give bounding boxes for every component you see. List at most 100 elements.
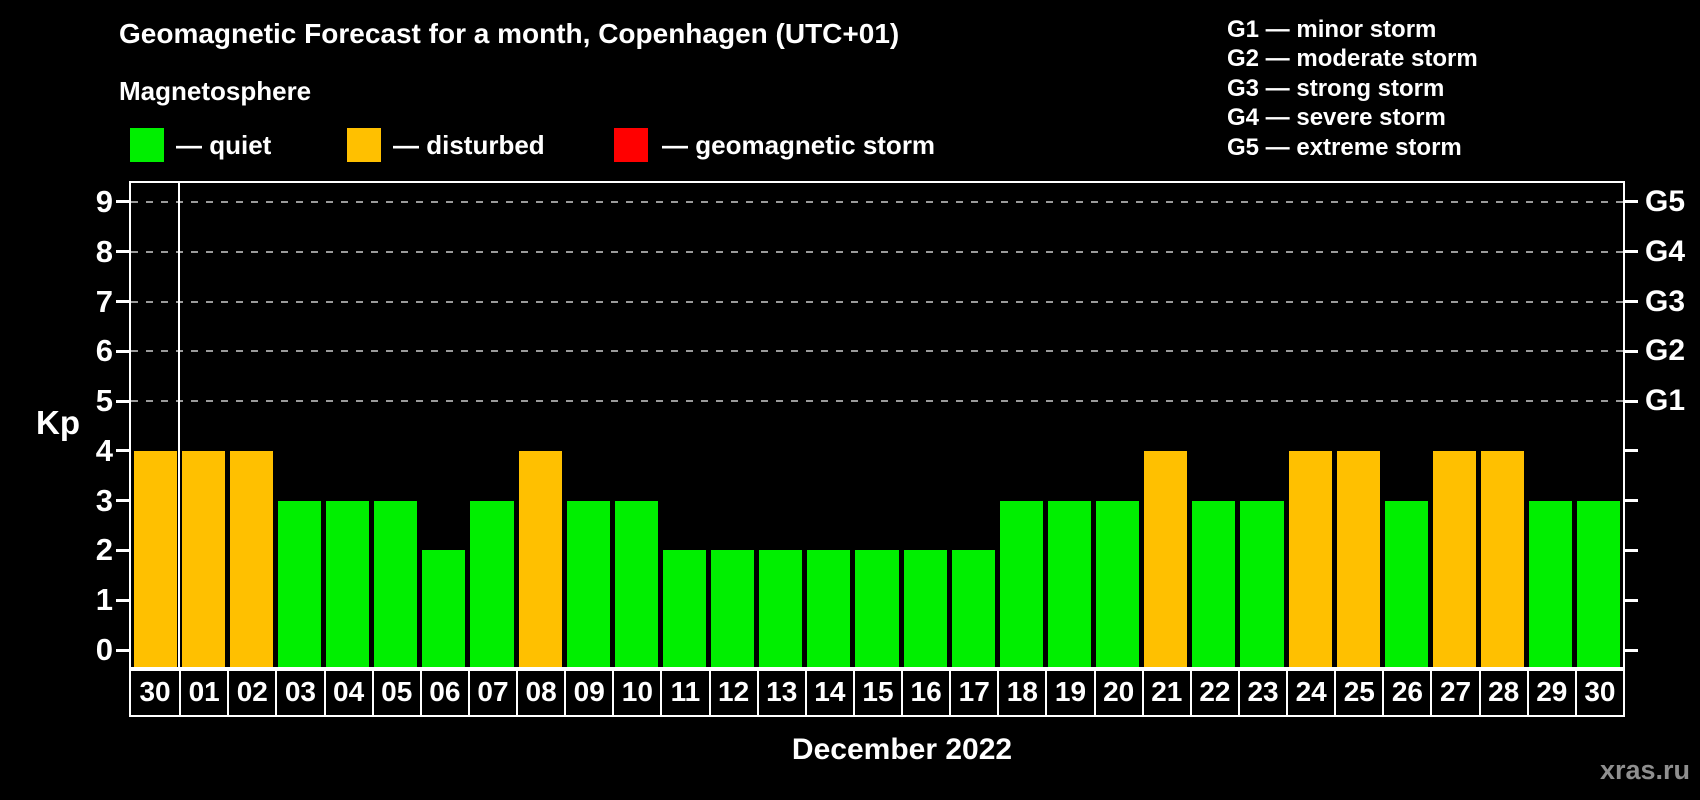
y-axis-tick-label: 1 <box>95 582 113 618</box>
x-axis-date-cell: 30 <box>1574 669 1623 715</box>
kp-bar <box>470 500 514 669</box>
kp-bar <box>711 550 755 669</box>
x-axis-date-row: 30 01 02 03 04 05 06 07 08 09 10 11 12 13 14 15 16 17 18 19… <box>129 667 1625 717</box>
storm-color-swatch <box>614 128 648 162</box>
y-axis-tick-left <box>116 349 131 353</box>
kp-gridline <box>131 300 1623 303</box>
quiet-color-swatch <box>130 128 164 162</box>
storm-scale-item-g2: G2 — moderate storm <box>1227 45 1478 73</box>
y-axis-tick-left <box>116 250 131 254</box>
kp-bar <box>951 550 995 669</box>
x-axis-date-cell: 12 <box>708 669 757 715</box>
y-axis-tick-left <box>116 648 131 652</box>
legend-label-quiet: — quiet <box>176 130 272 160</box>
kp-gridline <box>131 400 1623 403</box>
x-axis-date-cell: 15 <box>852 669 901 715</box>
kp-bar <box>903 550 947 669</box>
plot-inner <box>131 183 1623 669</box>
kp-bar <box>1577 500 1621 669</box>
y-axis-tick-right <box>1623 250 1638 254</box>
y-axis-tick-label: 6 <box>95 333 113 369</box>
kp-bar <box>999 500 1043 669</box>
kp-bar <box>807 550 851 669</box>
kp-bar <box>1096 500 1140 669</box>
plot-area <box>129 181 1625 671</box>
kp-bar <box>1240 500 1284 669</box>
kp-bar <box>181 450 225 669</box>
storm-scale-item-g3: G3 — strong storm <box>1227 74 1445 102</box>
kp-bar <box>518 450 562 669</box>
x-axis-date-cell: 24 <box>1286 669 1334 715</box>
kp-bar <box>855 550 899 669</box>
kp-bar <box>1192 500 1236 669</box>
x-axis-date-cell: 21 <box>1141 669 1190 715</box>
kp-gridline <box>131 350 1623 353</box>
x-axis-date-cell: 14 <box>804 669 853 715</box>
x-axis-date-cell: 17 <box>949 669 997 715</box>
y-axis-tick-left <box>116 300 131 304</box>
kp-gridline <box>131 250 1623 253</box>
x-axis-date-cell: 10 <box>612 669 660 715</box>
y-axis-tick-left <box>116 200 131 204</box>
y-axis-title: Kp <box>36 404 80 441</box>
right-axis-g-label: G2 <box>1645 334 1686 368</box>
y-axis-tick-left <box>116 548 131 552</box>
y-axis-tick-label: 3 <box>95 482 113 518</box>
kp-gridline <box>131 200 1623 203</box>
kp-bar <box>422 550 466 669</box>
storm-scale-item-g1: G1 — minor storm <box>1227 16 1437 43</box>
y-axis-tick-right <box>1623 499 1638 503</box>
kp-bar <box>229 450 273 669</box>
kp-bar <box>662 550 707 669</box>
kp-bar <box>759 550 803 669</box>
kp-bar <box>1336 450 1380 669</box>
kp-bar <box>277 500 321 669</box>
x-axis-date-cell: 13 <box>756 669 805 715</box>
x-axis-date-cell: 09 <box>564 669 612 715</box>
x-axis-date-cell: 30 <box>139 676 171 707</box>
x-axis-title: December 2022 <box>791 733 1013 766</box>
x-axis-date-cell: 22 <box>1189 669 1238 715</box>
kp-bar <box>1144 450 1188 669</box>
x-axis-date-cell: 26 <box>1382 669 1430 715</box>
x-axis-date-cell: 23 <box>1237 669 1286 715</box>
kp-bar <box>1481 450 1525 669</box>
x-axis-date-cell: 01 <box>179 669 227 715</box>
x-axis-date-cell: 25 <box>1334 669 1382 715</box>
kp-bar <box>566 500 610 669</box>
x-axis-date-cell: 19 <box>1045 669 1093 715</box>
kp-bar <box>133 450 177 669</box>
kp-bar <box>1432 450 1477 669</box>
kp-bar <box>1288 450 1332 669</box>
kp-bar <box>1047 500 1092 669</box>
right-axis-g-label: G1 <box>1645 384 1686 418</box>
y-axis-tick-right <box>1623 548 1638 552</box>
y-axis-tick-right <box>1623 449 1638 453</box>
y-axis-tick-left <box>116 399 131 403</box>
x-axis-date-cell: 02 <box>227 669 275 715</box>
x-axis-date-cell: 07 <box>467 669 516 715</box>
y-axis-tick-right <box>1623 598 1638 602</box>
x-axis-date-cell: 18 <box>997 669 1045 715</box>
x-axis-date-cell: 28 <box>1478 669 1527 715</box>
y-axis-tick-right <box>1623 349 1638 353</box>
y-axis-tick-label: 0 <box>95 632 113 667</box>
y-axis-tick-label: 4 <box>95 432 113 468</box>
kp-bar <box>1529 500 1573 669</box>
x-axis-date-cell: 20 <box>1093 669 1142 715</box>
month-separator-line <box>178 183 181 669</box>
disturbed-color-swatch <box>347 128 381 162</box>
y-axis-tick-label: 5 <box>95 383 113 419</box>
y-axis-tick-label: 8 <box>95 233 113 269</box>
y-axis-tick-label: 9 <box>95 183 113 219</box>
x-axis-date-cell: 11 <box>660 669 708 715</box>
x-axis-date-cell: 29 <box>1526 669 1575 715</box>
x-axis-date-cell: 05 <box>371 669 420 715</box>
x-axis-date-cell: 03 <box>275 669 323 715</box>
x-axis-date-cell: 04 <box>323 669 372 715</box>
watermark: xras.ru <box>1599 755 1690 785</box>
y-axis-tick-label: 2 <box>95 532 113 568</box>
legend-label-storm: — geomagnetic storm <box>662 130 936 160</box>
y-axis-tick-label: 7 <box>95 283 113 319</box>
y-axis-tick-right <box>1623 399 1638 403</box>
